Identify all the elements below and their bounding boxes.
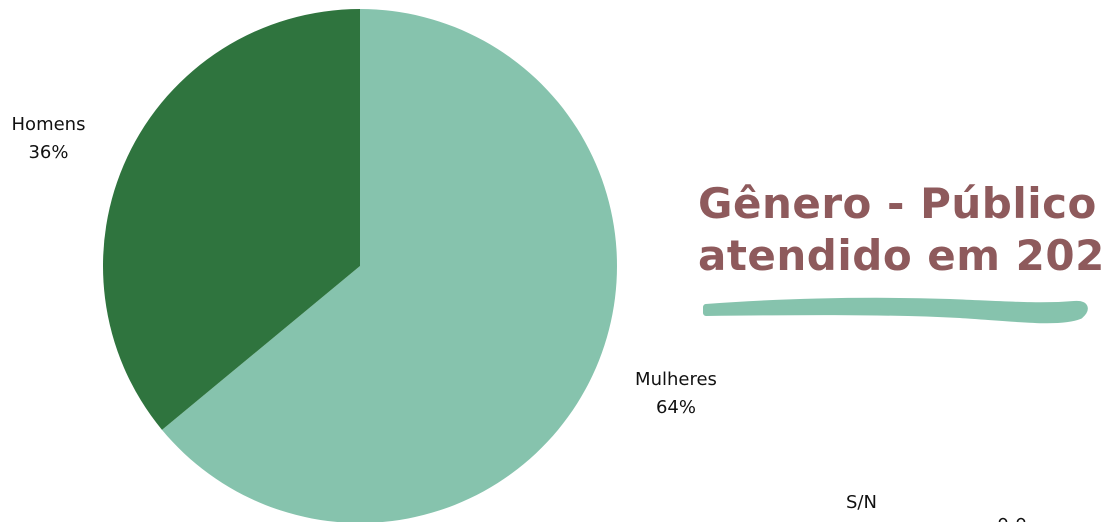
title-underline-stroke (703, 297, 1088, 324)
chart-title-line-2: atendido em 2022 (698, 231, 1101, 280)
slice-percent-homens: 36% (28, 142, 69, 163)
slice-name-homens: Homens (11, 114, 86, 135)
slice-label-homens: Homens 36% (0, 111, 97, 167)
slice-percent-mulheres: 64% (655, 397, 696, 418)
chart-title: Gênero - Público atendido em 2022 (698, 178, 1101, 282)
slice-name-mulheres: Mulheres (635, 369, 717, 390)
partial-sn-label: S/N (846, 492, 877, 513)
slice-label-mulheres: Mulheres 64% (620, 366, 732, 422)
pie-slice-homens (102, 9, 360, 430)
chart-title-line-1: Gênero - Público (698, 179, 1097, 228)
partial-clipped-glyphs (998, 517, 1026, 522)
pie-slice-mulheres (161, 9, 617, 522)
